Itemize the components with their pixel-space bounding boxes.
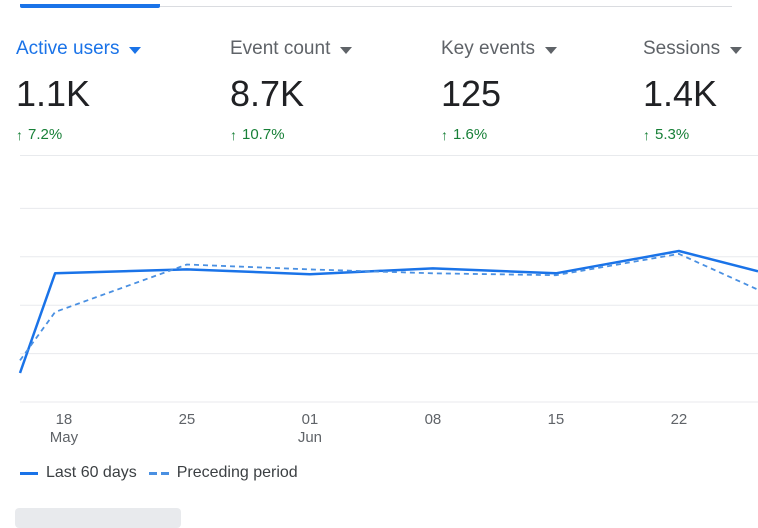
caret-down-icon — [129, 46, 142, 54]
metric-selector[interactable]: Key events — [441, 38, 557, 60]
metric-active-users[interactable]: Active users 1.1K ↑ 7.2% — [16, 38, 142, 143]
metric-change: 7.2% — [28, 126, 63, 143]
metric-key-events[interactable]: Key events 125 ↑ 1.6% — [441, 38, 557, 143]
legend-solid-swatch — [20, 471, 38, 475]
legend-label: Last 60 days — [46, 464, 137, 481]
metric-change: 1.6% — [453, 126, 488, 143]
metric-label: Event count — [230, 38, 331, 59]
top-tab-bar-rule — [20, 6, 732, 7]
series-last-60-days-line — [18, 249, 758, 374]
x-tick-label: 01 — [302, 411, 319, 428]
x-tick-month-label: Jun — [298, 429, 322, 446]
arrow-up-icon: ↑ — [643, 126, 650, 143]
metric-change: 5.3% — [655, 126, 690, 143]
metric-value: 1.1K — [16, 73, 91, 114]
view-report-button[interactable] — [15, 508, 181, 528]
metric-value: 1.4K — [643, 73, 718, 114]
legend-dashed-swatch — [148, 471, 169, 475]
metrics-divider — [20, 155, 758, 156]
metric-sessions[interactable]: Sessions 1.4K ↑ 5.3% — [643, 38, 743, 143]
chart-legend: Last 60 days Preceding period — [20, 464, 310, 482]
metric-label: Active users — [16, 38, 120, 59]
x-tick-label: 25 — [179, 411, 196, 428]
arrow-up-icon: ↑ — [441, 126, 448, 143]
caret-down-icon — [340, 46, 353, 54]
series-preceding-period-line — [19, 253, 758, 361]
arrow-up-icon: ↑ — [230, 126, 237, 143]
metric-value: 125 — [441, 73, 502, 114]
metric-change: 10.7% — [242, 126, 285, 143]
metric-selector[interactable]: Sessions — [643, 38, 743, 60]
arrow-up-icon: ↑ — [16, 126, 23, 143]
metric-selector[interactable]: Active users — [16, 38, 142, 60]
x-tick-label: 08 — [425, 411, 442, 428]
legend-label: Preceding period — [176, 464, 298, 481]
x-tick-label: 22 — [671, 411, 688, 428]
legend-current: Last 60 days — [20, 464, 137, 482]
metric-event-count[interactable]: Event count 8.7K ↑ 10.7% — [230, 38, 353, 143]
metric-label: Sessions — [643, 38, 721, 59]
legend-previous: Preceding period — [148, 464, 298, 482]
x-tick-month-label: May — [50, 429, 79, 446]
metric-label: Key events — [441, 38, 535, 59]
x-tick-label: 18 — [56, 411, 73, 428]
active-tab-indicator — [20, 4, 160, 8]
metric-value: 8.7K — [230, 73, 305, 114]
caret-down-icon — [545, 46, 557, 54]
metric-selector[interactable]: Event count — [230, 38, 353, 60]
caret-down-icon — [730, 46, 743, 54]
x-tick-label: 15 — [548, 411, 565, 428]
